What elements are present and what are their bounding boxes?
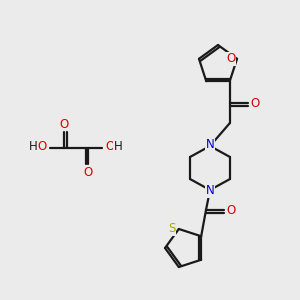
Text: O: O bbox=[83, 166, 93, 178]
Text: N: N bbox=[206, 139, 214, 152]
Text: O: O bbox=[250, 97, 260, 110]
Text: H: H bbox=[28, 140, 38, 154]
Text: O: O bbox=[105, 140, 115, 154]
Text: O: O bbox=[226, 52, 236, 65]
Text: O: O bbox=[226, 203, 236, 217]
Text: H: H bbox=[114, 140, 122, 154]
Text: S: S bbox=[168, 223, 176, 236]
Text: N: N bbox=[206, 184, 214, 197]
Text: O: O bbox=[38, 140, 46, 154]
Text: O: O bbox=[59, 118, 69, 130]
